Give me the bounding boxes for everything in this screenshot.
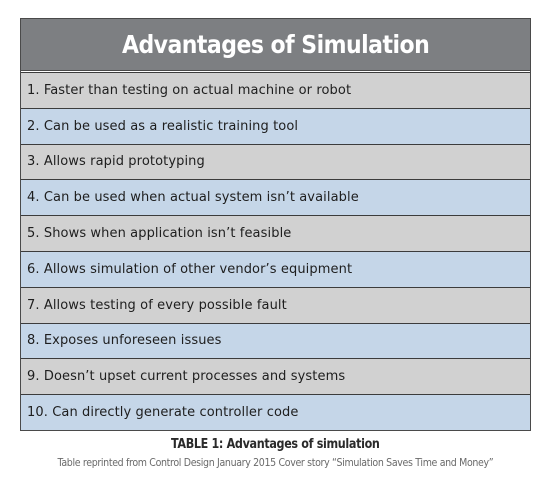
table-credit: Table reprinted from Control Design Janu… [0,456,550,469]
table-row-text: 4. Can be used when actual system isn’t … [27,190,359,206]
table-row-text: 8. Exposes unforeseen issues [27,333,222,349]
table-row-text: 9. Doesn’t upset current processes and s… [27,369,346,385]
table-row-text: 10. Can directly generate controller cod… [27,405,299,421]
table-row: 7. Allows testing of every possible faul… [21,286,530,323]
table-row: 8. Exposes unforeseen issues [21,322,530,359]
table-row-text: 6. Allows simulation of other vendor’s e… [27,261,353,277]
table-row-text: 1. Faster than testing on actual machine… [27,82,352,98]
table-row: 3. Allows rapid prototyping [21,143,530,180]
table-row-text: 7. Allows testing of every possible faul… [27,297,287,313]
table-title: Advantages of Simulation [121,30,430,59]
table-row: 1. Faster than testing on actual machine… [21,72,530,108]
table-row-text: 2. Can be used as a realistic training t… [27,118,299,134]
table-row: 4. Can be used when actual system isn’t … [21,179,530,216]
table-header: Advantages of Simulation [21,19,530,71]
table-row: 10. Can directly generate controller cod… [21,394,530,430]
table-row: 5. Shows when application isn’t feasible [21,215,530,251]
table-row-text: 3. Allows rapid prototyping [27,154,205,170]
advantages-table: Advantages of Simulation 1. Faster than … [20,18,531,431]
table-credit-text: Table reprinted from Control Design Janu… [57,456,493,469]
table-row: 9. Doesn’t upset current processes and s… [21,358,530,395]
table-caption: TABLE 1: Advantages of simulation [0,437,550,452]
table-body: 1. Faster than testing on actual machine… [21,72,530,430]
table-row: 6. Allows simulation of other vendor’s e… [21,251,530,287]
table-row: 2. Can be used as a realistic training t… [21,107,530,144]
table-row-text: 5. Shows when application isn’t feasible [27,226,292,242]
table-caption-text: TABLE 1: Advantages of simulation [170,437,380,452]
